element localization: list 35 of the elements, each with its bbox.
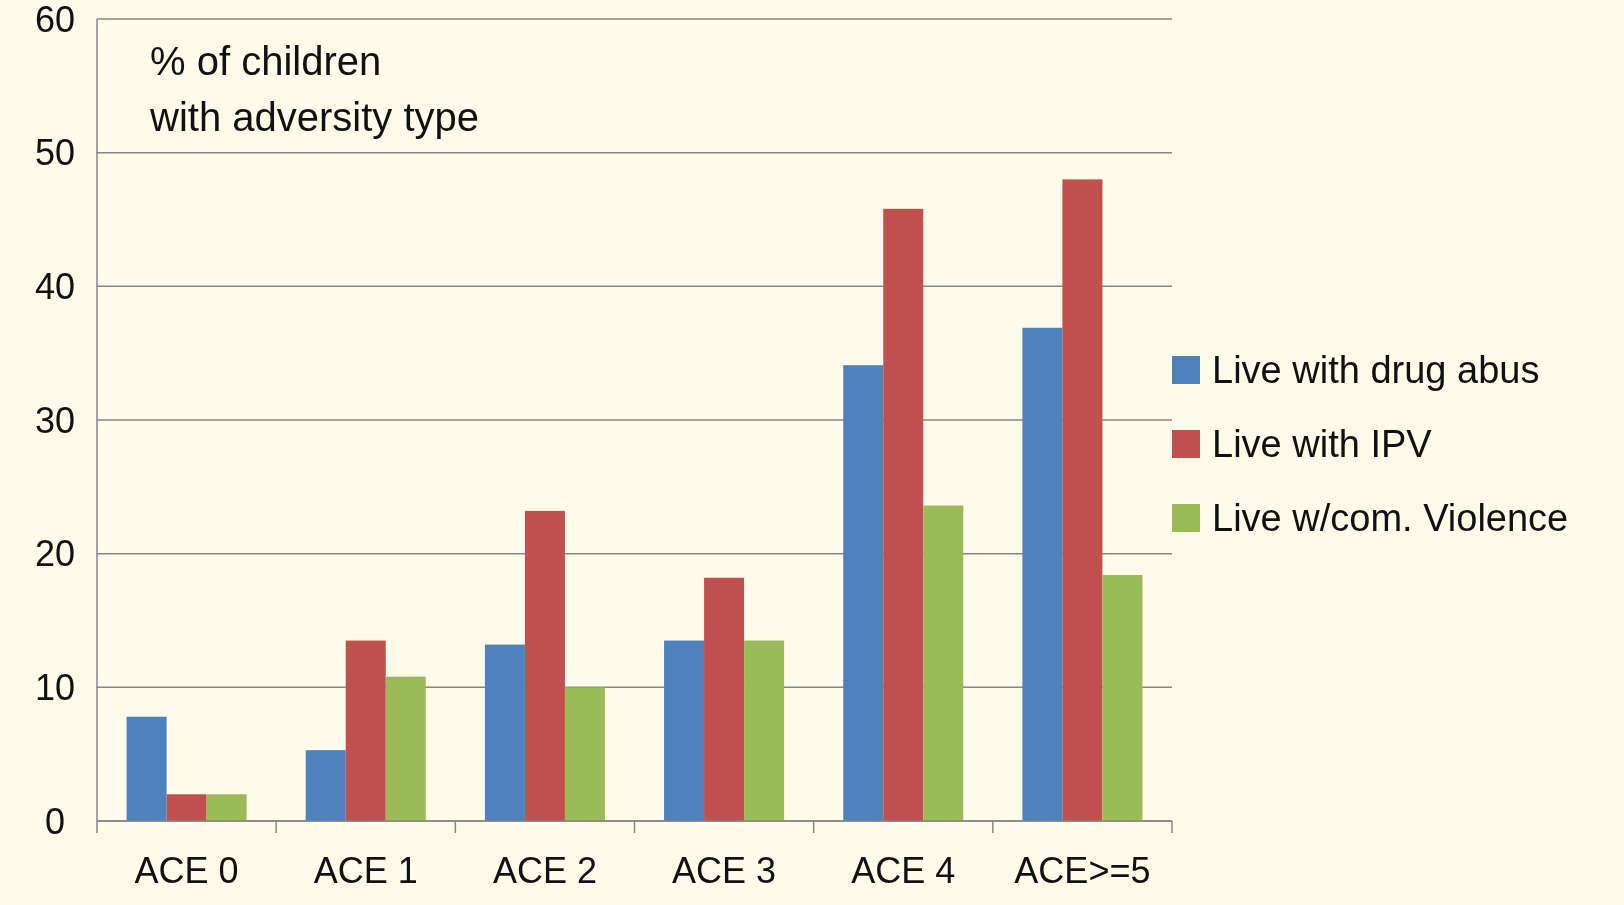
bar [126, 716, 167, 821]
bar [484, 644, 525, 821]
bar [744, 640, 785, 821]
legend-label: Live with IPV [1212, 423, 1433, 466]
y-tick-label: 40 [34, 265, 76, 307]
y-tick-label: 50 [34, 132, 76, 174]
bar [206, 794, 247, 821]
x-tick-label: ACE 2 [492, 850, 597, 891]
x-tick-label: ACE 0 [134, 850, 239, 891]
bar [1022, 327, 1063, 821]
bar [883, 208, 924, 821]
bar [1102, 575, 1143, 821]
bar [843, 365, 884, 821]
bar [923, 505, 964, 821]
x-tick-label: ACE 3 [672, 850, 777, 891]
x-tick-label: ACE 4 [851, 850, 956, 891]
y-tick-label: 60 [34, 0, 76, 40]
bar [345, 640, 386, 821]
y-tick-label: 0 [44, 800, 66, 842]
legend-label: Live w/com. Violence [1212, 497, 1569, 540]
bar [385, 676, 426, 821]
bar [704, 577, 745, 821]
bar [564, 687, 605, 821]
y-tick-label: 30 [34, 399, 76, 441]
legend-label: Live with drug abus [1212, 349, 1540, 392]
y-tick-label: 10 [34, 666, 76, 708]
bar [166, 794, 207, 821]
bar [1062, 179, 1103, 821]
bar [305, 750, 346, 821]
x-tick-label: ACE>=5 [1014, 850, 1151, 891]
x-tick-label: ACE 1 [313, 850, 418, 891]
bar [664, 640, 705, 821]
y-axis-title: % of children with adversity type [149, 39, 480, 139]
y-tick-label: 20 [34, 533, 76, 575]
bar [524, 510, 565, 821]
